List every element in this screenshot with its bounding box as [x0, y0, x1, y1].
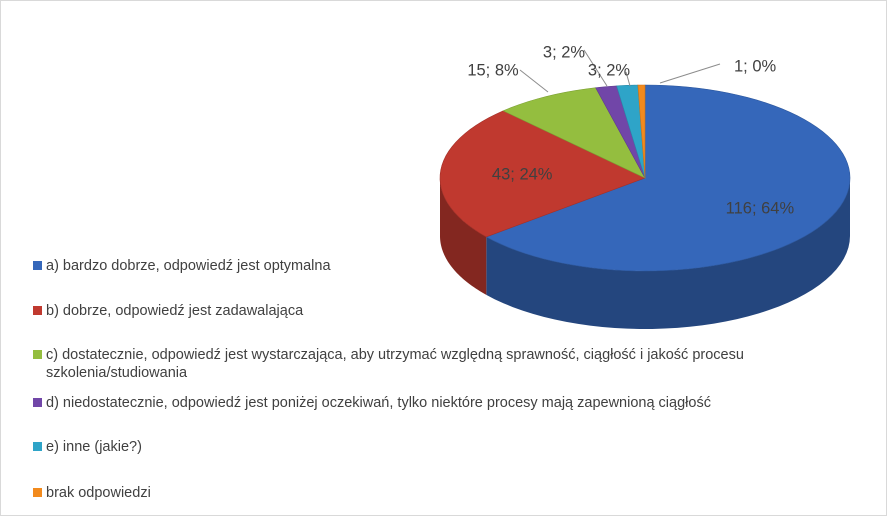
legend-swatch-c [33, 350, 42, 359]
legend-label-d: d) niedostatecznie, odpowiedź jest poniż… [46, 395, 711, 411]
legend-item-d: d) niedostatecznie, odpowiedź jest poniż… [33, 394, 823, 412]
legend-item-e: e) inne (jakie?) [33, 438, 823, 456]
pie-slices [439, 84, 851, 272]
leader-line-c [519, 69, 549, 93]
legend-swatch-e [33, 442, 42, 451]
pie-slice-c [502, 87, 646, 179]
legend-label-e: e) inne (jakie?) [46, 439, 142, 455]
legend-label-f: brak odpowiedzi [46, 485, 151, 501]
legend-item-f: brak odpowiedzi [33, 484, 823, 502]
pie-slice-a [485, 84, 851, 272]
pie-data-labels: 116; 64% 43; 24% 15; 8% 3; 2%3; 2% 1; 0% [467, 43, 794, 217]
data-label-a: 116; 64% [726, 199, 795, 217]
legend-swatch-d [33, 398, 42, 407]
legend-label-a: a) bardzo dobrze, odpowiedź jest optymal… [46, 258, 331, 274]
legend-swatch-b [33, 306, 42, 315]
pie-slice-f [637, 84, 646, 179]
leader-line-d [583, 49, 608, 87]
legend-swatch-f [33, 488, 42, 497]
pie-side-b [440, 178, 487, 295]
data-label-d: 3; 2% [543, 43, 586, 61]
pie-side-a [486, 178, 850, 329]
pie-slice-b [439, 110, 646, 238]
data-label-b: 43; 24% [492, 165, 553, 183]
legend-item-c: c) dostatecznie, odpowiedź jest wystarcz… [33, 346, 823, 382]
leader-line-e [625, 71, 631, 87]
leader-line-f [659, 63, 721, 84]
legend-label-c: c) dostatecznie, odpowiedź jest wystarcz… [46, 347, 744, 381]
data-label-e: 3; 2% [588, 61, 631, 79]
data-label-f: 1; 0% [734, 57, 777, 75]
data-label-c: 15; 8% [467, 61, 519, 79]
legend-swatch-a [33, 261, 42, 270]
pie-side-walls [440, 178, 850, 329]
legend-item-a: a) bardzo dobrze, odpowiedź jest optymal… [33, 257, 823, 275]
legend-label-b: b) dobrze, odpowiedź jest zadawalająca [46, 303, 304, 319]
legend-item-b: b) dobrze, odpowiedź jest zadawalająca [33, 302, 823, 320]
